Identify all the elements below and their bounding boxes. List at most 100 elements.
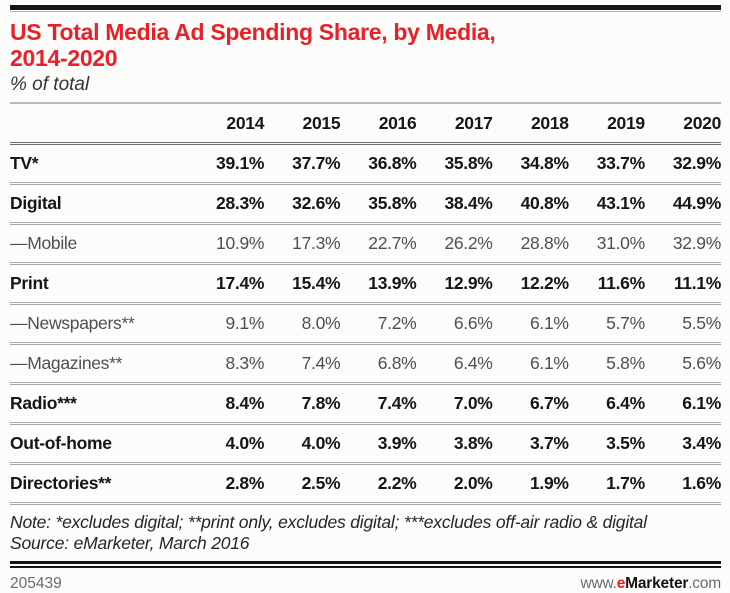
year-column-header: 2017 bbox=[416, 103, 493, 146]
cell-value: 28.8% bbox=[492, 223, 569, 266]
chart-title-line2: 2014-2020 bbox=[10, 45, 118, 72]
cell-value: 1.9% bbox=[492, 463, 569, 506]
cell-value: 12.2% bbox=[492, 263, 569, 306]
table-row: Digital 28.3% 32.6% 35.8% 38.4% 40.8% 43.1% 44.… bbox=[10, 183, 721, 226]
site-www: www. bbox=[580, 575, 617, 593]
cell-value: 1.7% bbox=[568, 463, 645, 506]
cell-value: 7.4% bbox=[340, 383, 417, 426]
table-row: Print 17.4% 15.4% 13.9% 12.9% 12.2% 11.6% 11.1% bbox=[10, 263, 721, 306]
cell-value: 6.8% bbox=[340, 343, 417, 386]
row-label: Print bbox=[10, 263, 188, 306]
cell-value: 36.8% bbox=[340, 143, 417, 186]
cell-value: 8.0% bbox=[264, 303, 341, 346]
cell-value: 13.9% bbox=[340, 263, 417, 306]
cell-value: 40.8% bbox=[492, 183, 569, 226]
cell-value: 6.4% bbox=[416, 343, 493, 386]
cell-value: 6.6% bbox=[416, 303, 493, 346]
cell-value: 43.1% bbox=[568, 183, 645, 226]
top-rule bbox=[10, 5, 721, 12]
cell-value: 35.8% bbox=[416, 143, 493, 186]
table-header: 2014 2015 2016 2017 2018 2019 2020 bbox=[10, 103, 721, 146]
cell-value: 3.8% bbox=[416, 423, 493, 466]
cell-value: 6.4% bbox=[568, 383, 645, 426]
corner-cell bbox=[10, 103, 188, 146]
footer-row: 205439 www.eMarketer.com bbox=[10, 568, 721, 593]
note-text: Note: *excludes digital; **print only, e… bbox=[10, 512, 647, 533]
cell-value: 28.3% bbox=[188, 183, 264, 226]
cell-value: 5.7% bbox=[568, 303, 645, 346]
table-row: —Mobile 10.9% 17.3% 22.7% 26.2% 28.8% 31.0% 32.… bbox=[10, 223, 721, 266]
row-label: Radio*** bbox=[10, 383, 188, 426]
cell-value: 33.7% bbox=[568, 143, 645, 186]
note-block: Note: *excludes digital; **print only, e… bbox=[10, 512, 721, 554]
cell-value: 5.8% bbox=[568, 343, 645, 386]
table-row: —Magazines** 8.3% 7.4% 6.8% 6.4% 6.1% 5.8% 5.6% bbox=[10, 343, 721, 386]
row-label: TV* bbox=[10, 143, 188, 186]
chart-title: US Total Media Ad Spending Share, by Med… bbox=[10, 19, 721, 71]
chart-id: 205439 bbox=[10, 575, 62, 593]
cell-value: 3.7% bbox=[492, 423, 569, 466]
cell-value: 3.4% bbox=[644, 423, 721, 466]
cell-value: 6.1% bbox=[492, 303, 569, 346]
cell-value: 11.1% bbox=[644, 263, 721, 306]
cell-value: 32.6% bbox=[264, 183, 341, 226]
ad-spending-table: 2014 2015 2016 2017 2018 2019 2020 TV* 39.1% 37.… bbox=[10, 102, 721, 506]
emarketer-site-link[interactable]: www.eMarketer.com bbox=[580, 575, 722, 593]
cell-value: 7.8% bbox=[264, 383, 341, 426]
cell-value: 6.7% bbox=[492, 383, 569, 426]
year-column-header: 2018 bbox=[492, 103, 569, 146]
year-column-header: 2014 bbox=[188, 103, 264, 146]
row-label: —Mobile bbox=[10, 223, 188, 266]
cell-value: 4.0% bbox=[188, 423, 264, 466]
cell-value: 17.3% bbox=[264, 223, 341, 266]
cell-value: 32.9% bbox=[644, 223, 721, 266]
cell-value: 11.6% bbox=[568, 263, 645, 306]
cell-value: 10.9% bbox=[188, 223, 264, 266]
row-label: Directories** bbox=[10, 463, 188, 506]
bottom-rule bbox=[10, 561, 721, 569]
cell-value: 44.9% bbox=[644, 183, 721, 226]
cell-value: 7.4% bbox=[264, 343, 341, 386]
cell-value: 6.1% bbox=[492, 343, 569, 386]
table-body: TV* 39.1% 37.7% 36.8% 35.8% 34.8% 33.7% 32.9% Di… bbox=[10, 143, 721, 506]
table-row: —Newspapers** 9.1% 8.0% 7.2% 6.6% 6.1% 5.7% 5.5… bbox=[10, 303, 721, 346]
cell-value: 26.2% bbox=[416, 223, 493, 266]
cell-value: 39.1% bbox=[188, 143, 264, 186]
cell-value: 17.4% bbox=[188, 263, 264, 306]
cell-value: 1.6% bbox=[644, 463, 721, 506]
cell-value: 9.1% bbox=[188, 303, 264, 346]
cell-value: 5.6% bbox=[644, 343, 721, 386]
cell-value: 7.0% bbox=[416, 383, 493, 426]
cell-value: 6.1% bbox=[644, 383, 721, 426]
cell-value: 8.3% bbox=[188, 343, 264, 386]
cell-value: 32.9% bbox=[644, 143, 721, 186]
site-com: .com bbox=[688, 575, 721, 593]
table-row: Out-of-home 4.0% 4.0% 3.9% 3.8% 3.7% 3.5% 3.4% bbox=[10, 423, 721, 466]
source-text: Source: eMarketer, March 2016 bbox=[10, 533, 250, 554]
cell-value: 38.4% bbox=[416, 183, 493, 226]
row-label: Out-of-home bbox=[10, 423, 188, 466]
year-column-header: 2020 bbox=[644, 103, 721, 146]
cell-value: 5.5% bbox=[644, 303, 721, 346]
chart-subtitle: % of total bbox=[10, 74, 90, 96]
cell-value: 2.0% bbox=[416, 463, 493, 506]
cell-value: 2.5% bbox=[264, 463, 341, 506]
cell-value: 37.7% bbox=[264, 143, 341, 186]
cell-value: 22.7% bbox=[340, 223, 417, 266]
cell-value: 2.2% bbox=[340, 463, 417, 506]
row-label: Digital bbox=[10, 183, 188, 226]
year-column-header: 2015 bbox=[264, 103, 341, 146]
row-label: —Magazines** bbox=[10, 343, 188, 386]
table-header-row: 2014 2015 2016 2017 2018 2019 2020 bbox=[10, 103, 721, 146]
site-brand: Marketer bbox=[625, 575, 689, 593]
cell-value: 4.0% bbox=[264, 423, 341, 466]
chart-title-line1: US Total Media Ad Spending Share, by Med… bbox=[10, 19, 496, 45]
cell-value: 3.5% bbox=[568, 423, 645, 466]
cell-value: 2.8% bbox=[188, 463, 264, 506]
cell-value: 15.4% bbox=[264, 263, 341, 306]
cell-value: 3.9% bbox=[340, 423, 417, 466]
table-row: Radio*** 8.4% 7.8% 7.4% 7.0% 6.7% 6.4% 6.1% bbox=[10, 383, 721, 426]
year-column-header: 2019 bbox=[568, 103, 645, 146]
year-column-header: 2016 bbox=[340, 103, 417, 146]
